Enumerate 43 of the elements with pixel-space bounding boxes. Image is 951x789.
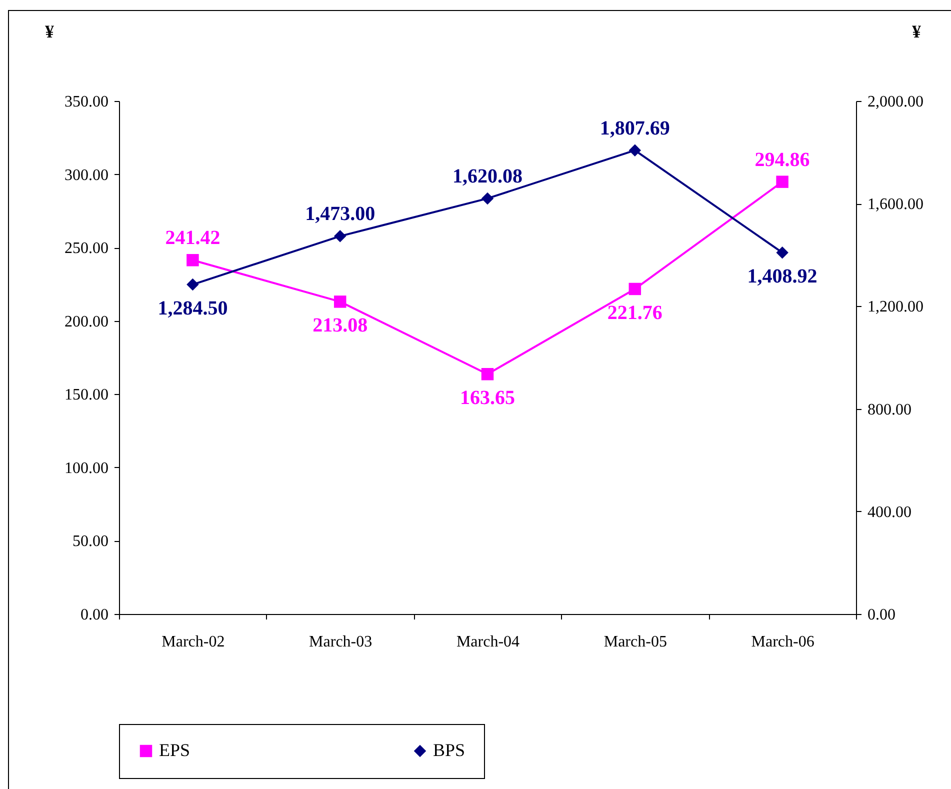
- y-tick-label: 350.00: [64, 94, 108, 110]
- x-tick-label: March-02: [162, 634, 225, 650]
- y2-tick-label: 2,000.00: [868, 94, 924, 110]
- y-axis-title: ¥: [45, 22, 54, 42]
- y-tick-label: 100.00: [64, 460, 108, 477]
- point: [186, 254, 199, 266]
- data-label: 163.65: [460, 387, 515, 410]
- data-label: 1,284.50: [158, 298, 228, 320]
- x-tick-label: March-05: [604, 634, 667, 650]
- x-tick-label: March-06: [751, 634, 814, 650]
- point: [628, 144, 642, 156]
- data-label: 294.86: [754, 148, 810, 171]
- y2-axis-title: ¥: [912, 22, 921, 42]
- point: [628, 282, 642, 296]
- y-tick-label: 0.00: [80, 606, 108, 624]
- y-tick-label: 150.00: [64, 386, 108, 404]
- point: [481, 368, 494, 380]
- point: [776, 246, 788, 259]
- data-label: 213.08: [312, 314, 368, 337]
- data-label: 221.76: [607, 302, 662, 324]
- y2-tick-label: 0.00: [868, 606, 896, 624]
- data-label: 1,620.08: [452, 165, 522, 188]
- data-label: 241.42: [165, 227, 220, 250]
- data-label: 1,807.69: [600, 117, 670, 140]
- point: [186, 278, 199, 291]
- point: [334, 296, 346, 308]
- point: [481, 192, 494, 205]
- point: [776, 176, 788, 188]
- y2-tick-label: 1,600.00: [868, 196, 924, 214]
- data-label: 1,473.00: [305, 203, 376, 226]
- y2-tick-label: 800.00: [868, 401, 912, 418]
- y-tick-label: 200.00: [64, 313, 108, 330]
- y-tick-label: 50.00: [72, 533, 108, 550]
- x-tick-label: March-03: [309, 634, 372, 650]
- x-tick-label: March-04: [456, 634, 520, 650]
- y2-tick-label: 400.00: [868, 504, 912, 521]
- y2-tick-label: 1,200.00: [868, 298, 924, 316]
- point: [334, 230, 346, 242]
- y-tick-label: 250.00: [64, 240, 108, 258]
- data-label: 1,408.92: [747, 266, 818, 288]
- y-tick-label: 300.00: [64, 166, 108, 184]
- legend-label: BPS: [433, 740, 466, 760]
- legend-label: EPS: [159, 740, 190, 760]
